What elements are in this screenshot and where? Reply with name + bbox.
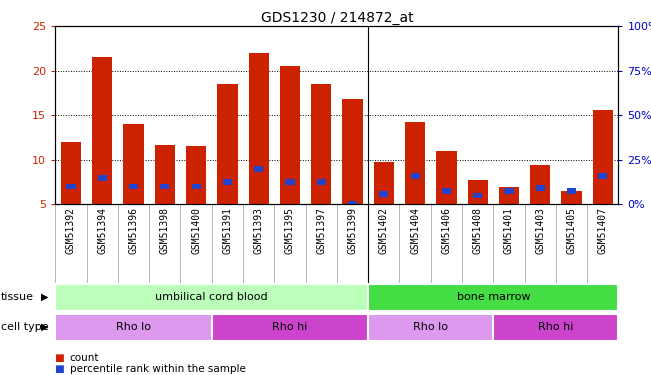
Text: ■: ■	[55, 364, 68, 374]
Bar	[493, 314, 618, 340]
Bar	[124, 124, 144, 204]
Text: count: count	[70, 353, 99, 363]
Text: tissue: tissue	[1, 292, 34, 302]
Bar	[223, 179, 232, 185]
Text: GSM51404: GSM51404	[410, 207, 420, 254]
Text: umbilical cord blood: umbilical cord blood	[156, 292, 268, 302]
Bar	[191, 184, 201, 189]
Bar	[467, 180, 488, 204]
Text: Rho hi: Rho hi	[538, 322, 574, 332]
Bar	[249, 53, 269, 204]
Text: ▶: ▶	[41, 322, 49, 332]
Text: GSM51406: GSM51406	[441, 207, 451, 254]
Bar	[61, 142, 81, 204]
Bar	[92, 57, 113, 204]
Bar	[212, 314, 368, 340]
Bar	[561, 191, 582, 204]
Bar	[55, 284, 368, 310]
Bar	[129, 184, 138, 189]
Bar	[342, 99, 363, 204]
Bar	[316, 179, 326, 185]
Bar	[280, 66, 300, 204]
Text: GDS1230 / 214872_at: GDS1230 / 214872_at	[260, 11, 413, 25]
Bar	[66, 184, 76, 189]
Text: GSM51393: GSM51393	[254, 207, 264, 254]
Text: GSM51392: GSM51392	[66, 207, 76, 254]
Bar	[411, 173, 420, 179]
Text: Rho lo: Rho lo	[413, 322, 449, 332]
Text: GSM51396: GSM51396	[128, 207, 139, 254]
Text: bone marrow: bone marrow	[456, 292, 530, 302]
Text: GSM51401: GSM51401	[504, 207, 514, 254]
Text: GSM51394: GSM51394	[97, 207, 107, 254]
Bar	[348, 201, 357, 207]
Bar	[536, 186, 545, 191]
Text: GSM51398: GSM51398	[160, 207, 170, 254]
Bar	[442, 188, 451, 194]
Bar	[155, 145, 175, 204]
Text: Rho hi: Rho hi	[272, 322, 308, 332]
Bar	[368, 284, 618, 310]
Bar	[368, 314, 493, 340]
Text: GSM51399: GSM51399	[348, 207, 357, 254]
Bar	[473, 193, 482, 198]
Text: GSM51391: GSM51391	[223, 207, 232, 254]
Text: percentile rank within the sample: percentile rank within the sample	[70, 364, 245, 374]
Text: GSM51395: GSM51395	[285, 207, 295, 254]
Text: GSM51405: GSM51405	[566, 207, 577, 254]
Bar	[499, 187, 519, 204]
Bar	[55, 314, 212, 340]
Text: GSM51408: GSM51408	[473, 207, 482, 254]
Text: Rho lo: Rho lo	[116, 322, 151, 332]
Bar	[254, 166, 263, 172]
Bar	[405, 122, 425, 204]
Bar	[505, 188, 514, 194]
Bar	[567, 188, 576, 194]
Bar	[186, 147, 206, 204]
Bar	[217, 84, 238, 204]
Bar	[530, 165, 550, 204]
Bar	[436, 151, 456, 204]
Bar	[160, 184, 169, 189]
Bar	[98, 175, 107, 180]
Bar	[374, 162, 394, 204]
Text: GSM51403: GSM51403	[535, 207, 546, 254]
Bar	[311, 84, 331, 204]
Text: ▶: ▶	[41, 292, 49, 302]
Text: cell type: cell type	[1, 322, 48, 332]
Text: ■: ■	[55, 353, 68, 363]
Bar	[380, 191, 389, 196]
Bar	[285, 179, 294, 185]
Text: GSM51397: GSM51397	[316, 207, 326, 254]
Bar	[598, 173, 607, 179]
Text: GSM51400: GSM51400	[191, 207, 201, 254]
Text: GSM51402: GSM51402	[379, 207, 389, 254]
Text: GSM51407: GSM51407	[598, 207, 608, 254]
Bar	[592, 110, 613, 204]
